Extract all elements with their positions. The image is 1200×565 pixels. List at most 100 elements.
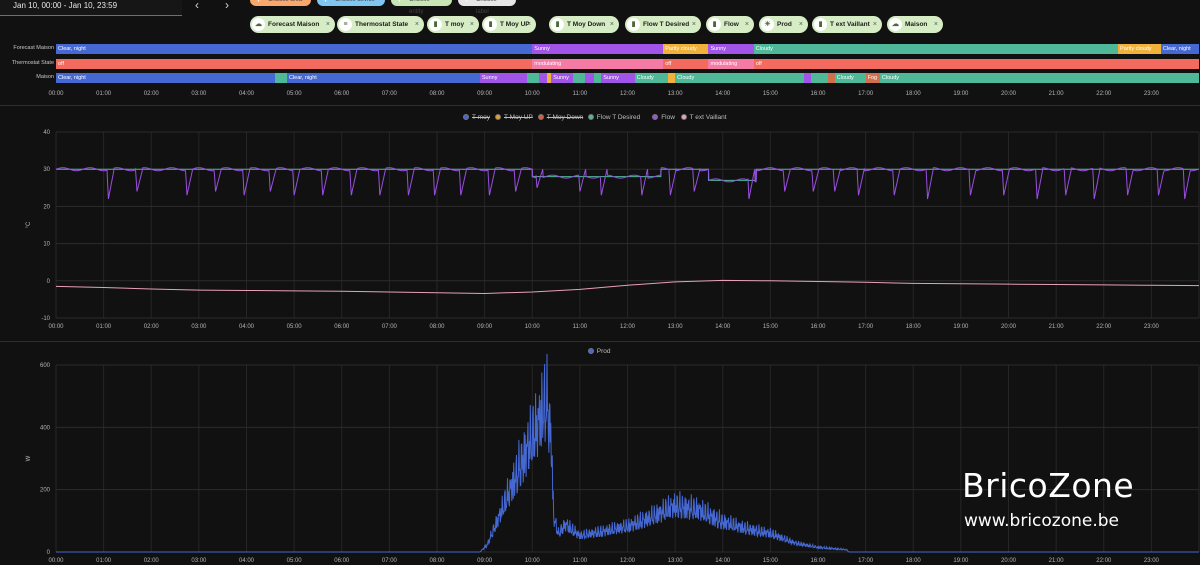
x-tick-label: 08:00 bbox=[429, 324, 445, 330]
timeline-segment[interactable] bbox=[584, 73, 595, 83]
timeline-segment[interactable]: Clear, night bbox=[56, 73, 276, 83]
timeline-segment[interactable]: off bbox=[663, 59, 709, 69]
legend-item[interactable]: T ext Vaillant bbox=[680, 114, 727, 121]
timeline-segment[interactable]: modulating bbox=[708, 59, 754, 69]
timeline-segment[interactable]: Partly cloudy bbox=[1118, 44, 1161, 54]
remove-chip-icon[interactable]: × bbox=[609, 21, 614, 28]
remove-chip-icon[interactable]: × bbox=[414, 21, 419, 28]
legend-swatch-icon bbox=[652, 114, 659, 121]
entity-chip[interactable]: ▮ T ext Vaillant × bbox=[812, 16, 882, 33]
x-tick-label: 11:00 bbox=[573, 324, 588, 330]
remove-chip-icon[interactable]: × bbox=[798, 21, 803, 28]
choose-device-button[interactable]: + Choose device bbox=[317, 0, 385, 6]
timeline-segment[interactable]: modulating bbox=[532, 59, 664, 69]
legend-item[interactable]: T moy bbox=[463, 114, 490, 121]
timeline-row-label: Forecast Maison bbox=[13, 45, 54, 51]
entity-chip[interactable]: ▮ Flow T Desired × bbox=[625, 16, 701, 33]
timeline-segment[interactable]: Cloudy bbox=[879, 73, 1199, 83]
x-tick-label: 23:00 bbox=[1144, 558, 1160, 564]
timeline-hour-label: 14:00 bbox=[715, 91, 731, 97]
entity-chip[interactable]: ☁ Forecast Maison × bbox=[250, 16, 335, 33]
entity-chip[interactable]: ☁ Maison × bbox=[887, 16, 943, 33]
timeline-segment[interactable]: Sunny bbox=[551, 73, 573, 83]
timeline-segment[interactable] bbox=[594, 73, 602, 83]
timeline-segment[interactable]: Sunny bbox=[601, 73, 635, 83]
x-tick-label: 13:00 bbox=[668, 558, 684, 564]
y-tick-label: 10 bbox=[43, 242, 50, 248]
timeline-segment[interactable]: Sunny bbox=[708, 44, 754, 54]
timeline-hour-label: 13:00 bbox=[667, 91, 683, 97]
timeline-segment[interactable] bbox=[539, 73, 547, 83]
timeline-segment[interactable]: Clear, night bbox=[286, 73, 480, 83]
legend-item[interactable]: Prod bbox=[587, 348, 611, 355]
remove-chip-icon[interactable]: × bbox=[325, 21, 330, 28]
remove-chip-icon[interactable]: × bbox=[933, 21, 938, 28]
timeline-segment[interactable] bbox=[275, 73, 287, 83]
timeline-segment[interactable]: Sunny bbox=[532, 44, 664, 54]
timeline-segment[interactable]: Cloudy bbox=[753, 44, 1119, 54]
timeline-segment[interactable] bbox=[827, 73, 835, 83]
plus-icon: + bbox=[256, 0, 262, 5]
timeline-segment[interactable] bbox=[546, 73, 552, 83]
x-tick-label: 05:00 bbox=[287, 558, 303, 564]
legend-item[interactable]: T Moy Down bbox=[537, 114, 583, 121]
timeline-segment[interactable]: Sunny bbox=[479, 73, 528, 83]
timeline-hour-label: 01:00 bbox=[96, 91, 112, 97]
x-tick-label: 03:00 bbox=[191, 558, 207, 564]
timeline-segment[interactable]: off bbox=[753, 59, 1199, 69]
timeline-segment[interactable]: Clear, night bbox=[56, 44, 533, 54]
entity-chip[interactable]: ▮ Flow × bbox=[706, 16, 754, 33]
entity-chip[interactable]: ▮ T Moy Down × bbox=[549, 16, 619, 33]
choose-entity-button[interactable]: + Choose entity bbox=[391, 0, 452, 15]
thermometer-icon: ▮ bbox=[551, 18, 564, 31]
timeline-segment[interactable] bbox=[667, 73, 676, 83]
timeline-segment[interactable]: Partly cloudy bbox=[663, 44, 709, 54]
chip-label: Forecast Maison bbox=[268, 21, 320, 28]
remove-chip-icon[interactable]: × bbox=[526, 21, 531, 28]
timeline-hour-label: 07:00 bbox=[381, 91, 397, 97]
x-tick-label: 07:00 bbox=[382, 324, 398, 330]
timeline-hour-label: 10:00 bbox=[524, 91, 540, 97]
choose-label-button[interactable]: + Choose label bbox=[458, 0, 516, 15]
timeline-segment[interactable] bbox=[527, 73, 540, 83]
timeline-segment[interactable]: Cloudy bbox=[634, 73, 668, 83]
series-line-prod bbox=[56, 353, 1199, 553]
timeline-segment[interactable] bbox=[572, 73, 585, 83]
entity-chip[interactable]: ▮ T moy × bbox=[427, 16, 479, 33]
choose-area-button[interactable]: + Choose area bbox=[250, 0, 311, 6]
entity-chip[interactable]: ≡ Thermostat State × bbox=[337, 16, 424, 33]
timeline-segment[interactable]: Cloudy bbox=[675, 73, 804, 83]
production-chart: 600 400 200 0 W 00:00 01:00 02:00 03:00 04:00 05:0… bbox=[26, 353, 1200, 564]
timeline-segment[interactable]: Fog bbox=[865, 73, 880, 83]
date-range-text: Jan 10, 00:00 - Jan 10, 23:59 bbox=[13, 1, 118, 10]
next-period-button[interactable]: › bbox=[225, 0, 229, 12]
timeline-hour-label: 20:00 bbox=[1000, 91, 1017, 97]
section-divider bbox=[0, 105, 1200, 106]
timeline-hour-label: 19:00 bbox=[953, 91, 969, 97]
remove-chip-icon[interactable]: × bbox=[744, 21, 749, 28]
remove-chip-icon[interactable]: × bbox=[872, 21, 877, 28]
timeline-segment[interactable]: Cloudy bbox=[834, 73, 866, 83]
y-tick-label: 400 bbox=[40, 425, 51, 431]
remove-chip-icon[interactable]: × bbox=[691, 21, 696, 28]
x-tick-label: 09:00 bbox=[477, 324, 493, 330]
button-label: Choose device bbox=[335, 0, 375, 3]
remove-chip-icon[interactable]: × bbox=[469, 21, 474, 28]
date-range-picker[interactable]: Jan 10, 00:00 - Jan 10, 23:59 bbox=[0, 0, 182, 16]
legend-item[interactable]: Flow T Desired bbox=[587, 114, 641, 121]
legend-item[interactable]: T Moy UP bbox=[495, 114, 533, 121]
entity-chip[interactable]: ▮ T Moy UP × bbox=[482, 16, 536, 33]
timeline-segment[interactable]: off bbox=[56, 59, 533, 69]
x-tick-label: 21:00 bbox=[1049, 558, 1065, 564]
y-tick-label: 20 bbox=[43, 204, 50, 210]
previous-period-button[interactable]: ‹ bbox=[195, 0, 199, 12]
thermometer-icon: ▮ bbox=[429, 18, 442, 31]
timeline-segment[interactable] bbox=[803, 73, 811, 83]
y-tick-label: 200 bbox=[40, 488, 51, 494]
legend-item[interactable]: Flow bbox=[652, 114, 675, 121]
entity-chip[interactable]: ☀ Prod × bbox=[759, 16, 808, 33]
timeline-segment[interactable]: Clear, night bbox=[1160, 44, 1199, 54]
x-tick-label: 18:00 bbox=[906, 558, 922, 564]
legend-label: Flow T Desired bbox=[596, 114, 641, 121]
timeline-segment[interactable] bbox=[810, 73, 828, 83]
